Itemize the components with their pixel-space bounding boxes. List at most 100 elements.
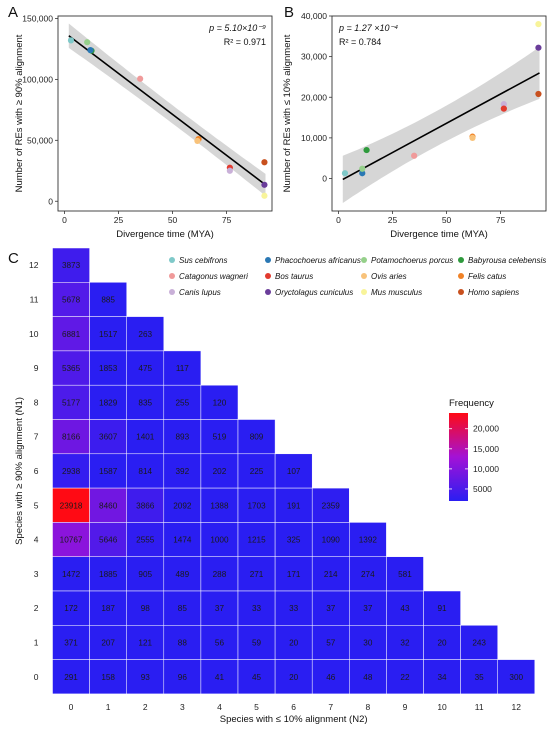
heatmap-cell-value: 32 bbox=[400, 638, 410, 647]
y-tick-label: 100,000 bbox=[22, 74, 53, 84]
heatmap-cell bbox=[200, 453, 239, 489]
r-squared-text: R² = 0.971 bbox=[224, 37, 266, 47]
heatmap-cell bbox=[311, 625, 350, 660]
heatmap-cell-value: 271 bbox=[250, 570, 264, 579]
heatmap-cell-value: 1829 bbox=[99, 398, 118, 407]
heatmap-cell-value: 41 bbox=[215, 673, 225, 682]
y-tick-label: 0 bbox=[34, 672, 39, 682]
x-tick-label: 1 bbox=[106, 702, 111, 712]
legend-label: Catagonus wagneri bbox=[179, 272, 248, 281]
heatmap-cell bbox=[126, 350, 165, 386]
data-point-homo-sapiens bbox=[261, 159, 268, 166]
plot-frame bbox=[57, 15, 273, 212]
heatmap-cell bbox=[52, 316, 90, 352]
heatmap-cell bbox=[126, 487, 165, 523]
heatmap-cell bbox=[89, 419, 127, 455]
panel-b-scatter: B 0 25 50 75 0 10,000 20,000 30,000 40,000 p = 1.2… bbox=[282, 4, 547, 240]
heatmap-cell-value: 263 bbox=[138, 330, 152, 339]
data-point-oryctolagus-cuniculus bbox=[535, 44, 542, 51]
heatmap-cell bbox=[237, 556, 276, 592]
heatmap-cell-value: 2555 bbox=[136, 536, 155, 545]
x-tick-label: 0 bbox=[62, 215, 67, 225]
color-bar-label: 5000 bbox=[473, 484, 492, 494]
x-tick-label: 10 bbox=[437, 702, 447, 712]
x-axis-label: Divergence time (MYA) bbox=[390, 229, 488, 240]
y-tick-label: 0 bbox=[48, 196, 53, 206]
heatmap-cell-value: 214 bbox=[324, 570, 338, 579]
color-bar bbox=[449, 413, 468, 501]
heatmap-cell-value: 3866 bbox=[136, 501, 155, 510]
x-tick-label: 8 bbox=[365, 702, 370, 712]
y-tick-label: 6 bbox=[34, 466, 39, 476]
heatmap-cell bbox=[126, 316, 165, 352]
heatmap-cell-value: 207 bbox=[101, 638, 115, 647]
heatmap-cell-value: 37 bbox=[363, 604, 373, 613]
heatmap-cell-value: 158 bbox=[101, 673, 115, 682]
heatmap-cell-value: 6881 bbox=[62, 330, 81, 339]
y-tick-label: 5 bbox=[34, 500, 39, 510]
heatmap-cell bbox=[274, 453, 313, 489]
heatmap-cell bbox=[423, 625, 461, 660]
heatmap-cell-value: 45 bbox=[252, 673, 262, 682]
heatmap-cell bbox=[200, 590, 239, 626]
heatmap-cell bbox=[311, 556, 350, 592]
heatmap-cell bbox=[497, 659, 536, 695]
legend-title: Frequency bbox=[449, 398, 494, 409]
legend-swatch bbox=[361, 289, 367, 295]
heatmap-cell-value: 107 bbox=[287, 467, 301, 476]
heatmap-cell bbox=[52, 419, 90, 455]
heatmap-cell bbox=[126, 590, 165, 626]
heatmap-cell bbox=[237, 453, 276, 489]
heatmap-cell-value: 98 bbox=[141, 604, 151, 613]
y-tick-label: 50,000 bbox=[27, 135, 53, 145]
heatmap-cell bbox=[163, 659, 202, 695]
heatmap-cell-value: 96 bbox=[178, 673, 188, 682]
heatmap-cell-value: 35 bbox=[475, 673, 485, 682]
x-tick-label: 9 bbox=[403, 702, 408, 712]
heatmap-cell bbox=[200, 522, 239, 557]
x-tick-label: 2 bbox=[143, 702, 148, 712]
color-bar-label: 10,000 bbox=[473, 464, 499, 474]
heatmap-cell bbox=[423, 659, 461, 695]
heatmap-cell-value: 1401 bbox=[136, 433, 155, 442]
y-tick-label: 150,000 bbox=[22, 13, 53, 23]
y-tick-label: 30,000 bbox=[301, 52, 327, 62]
y-tick-label: 3 bbox=[34, 569, 39, 579]
heatmap-cell bbox=[386, 625, 424, 660]
heatmap-cell bbox=[311, 659, 350, 695]
heatmap-cell-value: 893 bbox=[176, 433, 190, 442]
heatmap-cell-value: 835 bbox=[138, 398, 152, 407]
x-axis-label: Species with ≤ 10% alignment (N2) bbox=[220, 714, 368, 725]
heatmap-cell-value: 1392 bbox=[359, 536, 378, 545]
x-tick-label: 0 bbox=[336, 215, 341, 225]
legend-swatch bbox=[361, 273, 367, 279]
heatmap-cell-value: 5177 bbox=[62, 398, 81, 407]
legend-label: Sus cebifrons bbox=[179, 256, 227, 265]
heatmap-cell bbox=[126, 419, 165, 455]
heatmap-cell bbox=[200, 419, 239, 455]
heatmap-cell-value: 91 bbox=[437, 604, 447, 613]
legend-swatch bbox=[265, 257, 271, 263]
legend-label: Bos taurus bbox=[275, 272, 313, 281]
heatmap-cell bbox=[200, 556, 239, 592]
y-tick-label: 11 bbox=[30, 294, 39, 304]
data-point-phacochoerus-africanus bbox=[359, 170, 366, 177]
heatmap-cell-value: 20 bbox=[289, 673, 299, 682]
heatmap-cell-value: 1703 bbox=[247, 501, 266, 510]
legend-swatch bbox=[265, 273, 271, 279]
heatmap-cell-value: 5678 bbox=[62, 295, 81, 304]
legend-label: Homo sapiens bbox=[468, 288, 519, 297]
heatmap-cell-value: 34 bbox=[437, 673, 447, 682]
heatmap-cell-value: 2359 bbox=[322, 501, 341, 510]
x-tick-label: 75 bbox=[496, 215, 506, 225]
heatmap-cell bbox=[126, 384, 165, 420]
heatmap-cell-value: 1474 bbox=[173, 536, 192, 545]
heatmap-cell-value: 56 bbox=[215, 638, 225, 647]
heatmap-cell bbox=[52, 659, 90, 695]
heatmap-cell bbox=[89, 625, 127, 660]
heatmap-cell bbox=[274, 590, 313, 626]
heatmap-cell bbox=[52, 556, 90, 592]
heatmap-cell bbox=[237, 590, 276, 626]
legend-swatch bbox=[458, 289, 464, 295]
